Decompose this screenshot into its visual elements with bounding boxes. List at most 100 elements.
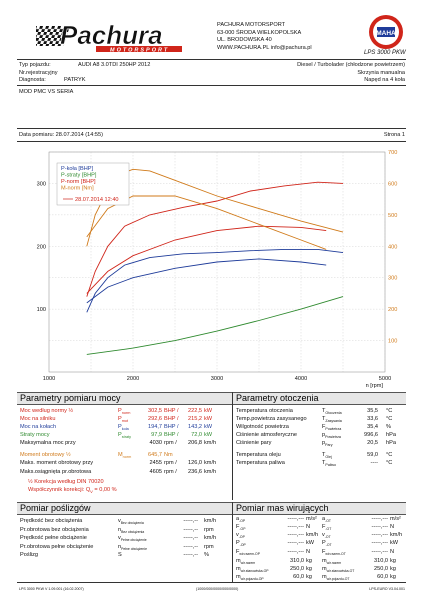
y-tick-label-right: 600 — [388, 181, 397, 187]
power-row-label: Moc na silniku — [20, 416, 56, 422]
mass-row-left-value: -----,--- — [287, 540, 304, 546]
mass-row-left-value: 250,0 — [290, 566, 304, 572]
mass-row-left-symbol: a-OP — [236, 516, 246, 524]
slip-row-unit: rpm — [204, 526, 214, 533]
slip-row-unit: % — [204, 552, 209, 558]
env-row-label: Temp.powietrza zasysanego — [236, 416, 307, 422]
mass-row-left-value: 60,0 — [293, 574, 304, 580]
series-line — [86, 248, 344, 313]
mass-row-left-value: -----,--- — [287, 549, 304, 555]
slip-row-unit: km/h — [204, 518, 217, 524]
y-tick-label-right: 200 — [388, 307, 397, 313]
env-row-unit: °C — [386, 452, 393, 458]
mass-row-right-symbol: Fwir.razem-OT — [322, 549, 346, 557]
power-row-unit1: BHP / — [164, 416, 179, 422]
slip-row-symbol: nBez obciążenia — [118, 526, 145, 534]
slip-row-label: Pr.obrotowa pełne obciążenie — [20, 543, 94, 550]
env-row-label: Wilgotność powietrza — [236, 424, 289, 430]
power-row-unit2: km/h — [204, 469, 217, 475]
mass-row-left-symbol: F-OP — [236, 524, 246, 532]
page-number: Strona 1 — [383, 132, 405, 138]
mass-row-right-unit: kW — [390, 540, 399, 546]
env-row-unit: °C — [386, 408, 393, 414]
power-row-unit1: BHP / — [164, 424, 179, 430]
chart-legend — [56, 162, 130, 206]
diag-label: Diagnosta: — [19, 77, 46, 83]
y-tick-label-left: 100 — [37, 307, 46, 313]
slip-row-label: Prędkość pełne obciążenie — [20, 535, 87, 541]
power-row-value1: 645,7 — [148, 452, 162, 458]
power-row-value2: 236,6 — [188, 469, 202, 475]
mass-row-right-symbol: a-OT — [322, 516, 331, 524]
measure-date: Data pomiaru: 28.07.2014 (14:55) — [19, 132, 103, 138]
env-row-symbol: pPary — [322, 440, 333, 448]
y-tick-label-right: 300 — [388, 276, 397, 282]
power-row-unit1: rpm / — [164, 460, 177, 466]
slip-row-unit: rpm — [204, 543, 214, 550]
footer-left: LPS 3000 PKW V 1.09.001 (16.02.2007) — [19, 587, 84, 591]
mass-row-right-value: 310,0 — [374, 558, 388, 564]
slip-row-value: -----,-- — [183, 526, 198, 533]
legend-entry: P-koła [BHP] — [61, 166, 93, 172]
slip-row-value: -----,-- — [183, 518, 198, 524]
power-row-value1: 97,9 — [151, 432, 162, 438]
mass-row-left-symbol: v-OP — [236, 532, 245, 540]
y-tick-label-left: 300 — [37, 181, 46, 187]
env-row-value: 996,6 — [364, 432, 378, 438]
mass-row-left-unit: kg — [306, 574, 312, 580]
diag-value: PATRYK — [64, 77, 86, 83]
mass-row-right-symbol: mwir.stanowiska-OT — [322, 566, 355, 574]
mass-row-right-value: -----,--- — [371, 540, 388, 546]
legend-entry: P-straty [BHP] — [61, 173, 97, 179]
env-row-unit: °C — [386, 460, 393, 466]
power-row-value1: 292,6 — [148, 416, 162, 422]
env-row-label: Temperatura otoczenia — [236, 408, 293, 414]
mass-row-left-symbol: P-OP — [236, 540, 246, 548]
env-row-label: Ciśnienie atmosferyczne — [236, 432, 297, 438]
mass-row-right-unit: kg — [390, 566, 396, 572]
mass-row-left-unit: kW — [306, 540, 315, 546]
slip-row-label: Poślizg — [20, 552, 39, 558]
company-address1: 63-000 ŚRODA WIELKOPOLSKA — [217, 29, 302, 36]
mass-row-left-value: -----,--- — [287, 532, 304, 538]
vehicle-type-value: AUDI A8 3.0TDI 250HP 2012 — [78, 62, 151, 68]
power-row-value1: 4605 — [149, 469, 162, 475]
power-row-value1: 302,5 — [148, 408, 162, 414]
slip-row-value: -----,-- — [183, 552, 198, 558]
company-address2: UL. BRODOWSKA 40 — [217, 37, 272, 43]
mass-row-left-unit: N — [306, 524, 311, 530]
mass-row-right-value: 60,0 — [377, 574, 388, 580]
slip-row-symbol: nPełne obciążenie — [118, 543, 147, 551]
logo-text: Pachura — [60, 20, 163, 50]
maha-badge-text: MAHA — [376, 30, 396, 37]
footer-right: LPS-EURO V3.04.001 — [369, 587, 405, 591]
env-row-value: 35,4 — [367, 424, 378, 430]
logo-subtext: MOTORSPORT — [110, 48, 169, 54]
series-line — [86, 296, 344, 355]
slip-row-symbol: vPełne obciążenie — [118, 535, 147, 543]
slip-row-value: -----,-- — [183, 543, 198, 550]
mass-row-right-unit: kg — [390, 574, 396, 580]
env-row-unit: hPa — [386, 440, 396, 446]
x-tick-label: 3000 — [211, 376, 223, 382]
x-tick-label: 4000 — [295, 376, 307, 382]
power-row-value2: 222,5 — [188, 408, 202, 414]
power-row-label: Moc według normy ½ — [20, 408, 74, 414]
env-row-value: 35,5 — [367, 408, 378, 414]
drive-type: Napęd na 4 koła — [364, 77, 405, 83]
mass-row-left-value: -----,--- — [287, 516, 304, 522]
power-row-symbol: Pnorm — [118, 408, 131, 416]
env-row-unit: °C — [386, 416, 393, 422]
badge-model: LPS 3000 PKW — [364, 50, 406, 56]
env-row-symbol: TPaliwo — [322, 460, 337, 468]
env-row-label: Ciśnienie pary — [236, 440, 272, 446]
x-tick-label: 5000 — [379, 376, 391, 382]
logo: Pachura MOTORSPORT — [29, 20, 184, 54]
power-row-label: Maks.osiągnięta pr.obrotowa — [20, 469, 92, 475]
footer-center: (1000/000/0000/000/0000) — [196, 587, 239, 591]
env-row-label: Temperatura oleju — [236, 452, 281, 458]
gearbox-type: Skrzynia manualna — [357, 69, 405, 76]
mass-row-left-value: 310,0 — [290, 558, 304, 564]
company-web: WWW.PACHURA.PL info@pachura.pl — [217, 44, 312, 51]
power-row-value2: 72,0 — [191, 432, 202, 438]
